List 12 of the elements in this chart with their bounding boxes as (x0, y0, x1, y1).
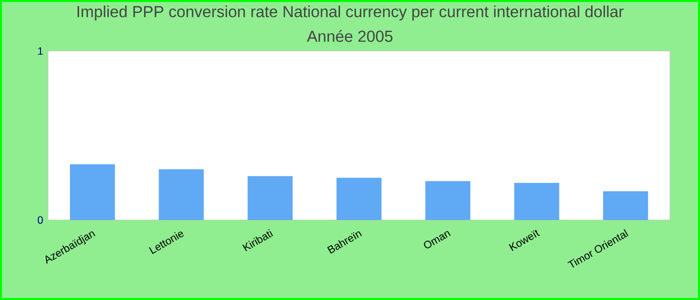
chart-subtitle: Année 2005 (306, 30, 392, 42)
bar (70, 164, 115, 220)
y-tick-label: 1 (38, 47, 43, 55)
y-tick-label: 0 (38, 216, 43, 224)
bar (514, 182, 560, 220)
chart-title: Implied PPP conversion rate National currency per current international dollar (78, 6, 624, 20)
bar (425, 181, 470, 220)
bar (158, 169, 204, 220)
x-tick-label: Oman (424, 231, 451, 248)
bar (603, 191, 648, 220)
bar (248, 176, 293, 220)
bar (336, 178, 382, 220)
